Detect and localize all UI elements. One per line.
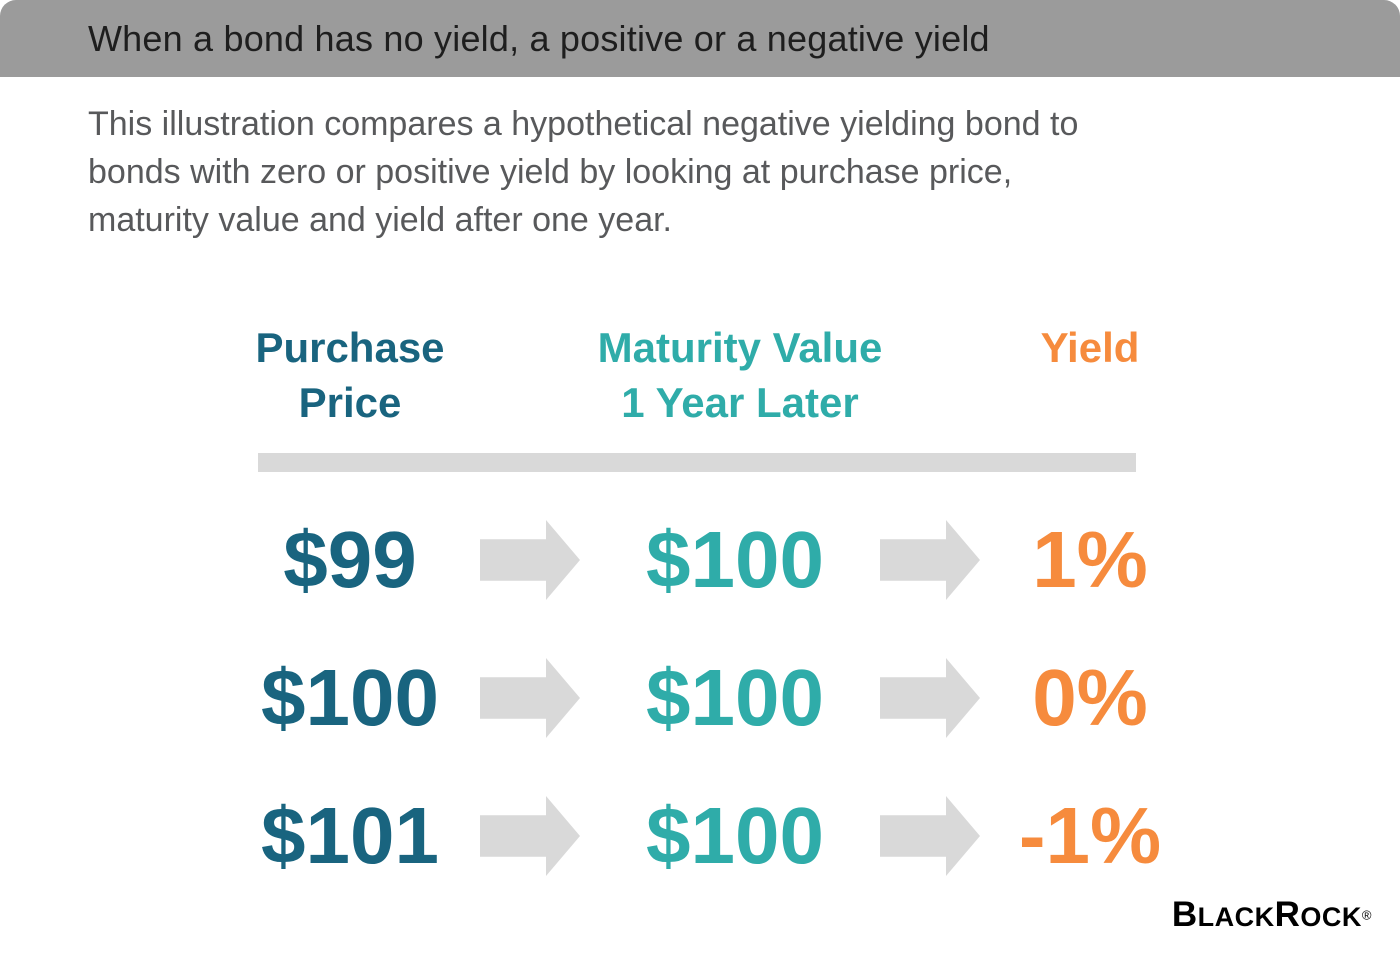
maturity-value: $100: [646, 515, 824, 604]
table-row: $100 $100 0%: [0, 650, 1400, 746]
page-title: When a bond has no yield, a positive or …: [88, 17, 990, 59]
logo-letter-b: B: [1171, 895, 1198, 934]
column-header-purchase-price: Purchase Price: [180, 320, 520, 430]
yield-value: 1%: [1032, 515, 1148, 604]
column-header-maturity-value: Maturity Value 1 Year Later: [555, 320, 925, 430]
intro-line-1: This illustration compares a hypothetica…: [88, 105, 1079, 143]
registered-trademark-icon: ®: [1361, 907, 1372, 923]
column-header-yield: Yield: [1040, 324, 1140, 371]
intro-line-3: maturity value and yield after one year.: [88, 201, 672, 239]
purchase-price-value: $101: [261, 791, 439, 880]
maturity-value: $100: [646, 791, 824, 880]
purchase-price-value: $100: [261, 653, 439, 742]
logo-letter-r: R: [1274, 895, 1301, 934]
maturity-header-line-2: 1 Year Later: [621, 379, 859, 426]
header-divider-bar: [258, 453, 1136, 472]
blackrock-logo: BLACKROCK®: [1172, 895, 1372, 935]
table-row: $99 $100 1%: [0, 512, 1400, 608]
intro-line-2: bonds with zero or positive yield by loo…: [88, 153, 1013, 191]
purchase-header-line-2: Price: [298, 379, 402, 426]
logo-letters-ock: OCK: [1300, 902, 1362, 932]
title-bar: When a bond has no yield, a positive or …: [0, 0, 1400, 77]
maturity-header-line-1: Maturity Value: [597, 324, 883, 371]
purchase-price-value: $99: [283, 515, 417, 604]
purchase-header-line-1: Purchase: [255, 324, 445, 371]
table-row: $101 $100 -1%: [0, 788, 1400, 884]
maturity-value: $100: [646, 653, 824, 742]
logo-letters-lack: LACK: [1197, 902, 1275, 932]
intro-text: This illustration compares a hypothetica…: [88, 100, 1078, 244]
yield-value: -1%: [1018, 791, 1162, 880]
yield-value: 0%: [1032, 653, 1148, 742]
